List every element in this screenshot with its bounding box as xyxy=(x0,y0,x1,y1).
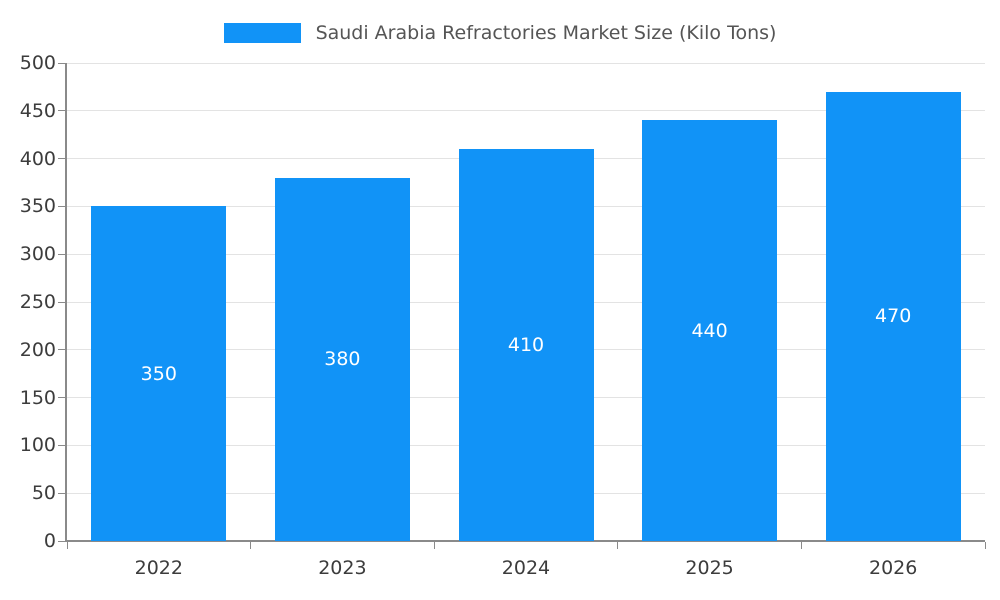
y-tick-label: 400 xyxy=(19,147,56,170)
y-tick-label: 350 xyxy=(19,195,56,218)
bar-2025: 440 xyxy=(642,120,778,541)
legend-label: Saudi Arabia Refractories Market Size (K… xyxy=(315,22,777,44)
gridline xyxy=(67,62,985,64)
y-tick-label: 200 xyxy=(19,338,56,361)
x-tick-mark xyxy=(800,542,802,549)
y-tick-label: 100 xyxy=(19,434,56,457)
y-tick-mark xyxy=(58,110,65,112)
x-tick-mark xyxy=(250,542,252,549)
legend: Saudi Arabia Refractories Market Size (K… xyxy=(0,21,1000,45)
y-axis-line xyxy=(65,63,67,542)
y-tick-mark xyxy=(58,397,65,399)
bar-value-label: 410 xyxy=(507,334,545,357)
bar-2022: 350 xyxy=(91,206,227,541)
y-tick-mark xyxy=(58,349,65,351)
bar-2024: 410 xyxy=(458,149,594,541)
bar-value-label: 440 xyxy=(691,319,728,342)
y-tick-mark xyxy=(58,444,65,446)
x-axis-line xyxy=(65,540,985,542)
gridline xyxy=(67,110,985,112)
y-tick-label: 300 xyxy=(19,243,56,266)
x-tick-mark xyxy=(617,542,619,549)
y-tick-mark xyxy=(58,540,65,542)
bar-value-label: 470 xyxy=(875,305,912,328)
y-tick-label: 250 xyxy=(19,291,56,313)
y-tick-label: 150 xyxy=(19,386,56,409)
bar-2023: 380 xyxy=(274,177,410,541)
x-tick-mark xyxy=(433,542,435,549)
y-tick-label: 500 xyxy=(19,52,56,74)
y-tick-label: 0 xyxy=(43,530,56,552)
x-tick-label: 2025 xyxy=(685,557,734,579)
y-tick-mark xyxy=(58,158,65,160)
y-tick-label: 450 xyxy=(19,99,56,122)
x-tick-label: 2024 xyxy=(501,557,551,579)
y-tick-mark xyxy=(58,62,65,64)
x-tick-mark xyxy=(66,542,68,549)
y-tick-mark xyxy=(58,492,65,494)
legend-swatch xyxy=(223,23,301,43)
x-tick-label: 2022 xyxy=(134,557,183,579)
plot-area: 350 380 410 440 470 xyxy=(67,62,985,541)
y-tick-mark xyxy=(58,301,65,303)
x-tick-label: 2023 xyxy=(318,557,367,579)
bar-value-label: 350 xyxy=(140,362,177,385)
y-tick-mark xyxy=(58,205,65,207)
y-tick-label: 50 xyxy=(31,482,56,505)
x-tick-label: 2026 xyxy=(869,557,918,579)
bar-value-label: 380 xyxy=(324,348,361,371)
bar-2026: 470 xyxy=(825,91,961,541)
x-tick-mark xyxy=(984,542,986,549)
y-tick-mark xyxy=(58,253,65,255)
